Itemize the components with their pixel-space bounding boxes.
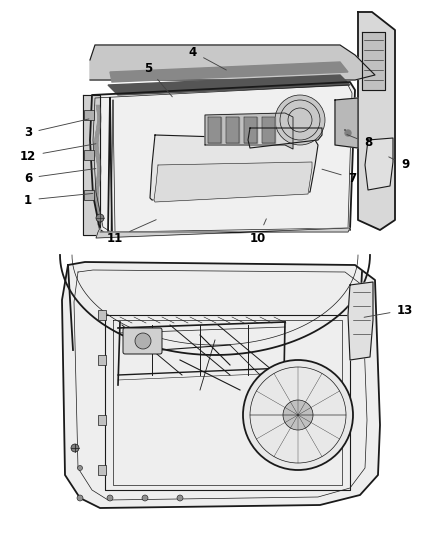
Circle shape — [135, 333, 151, 349]
Circle shape — [142, 495, 148, 501]
FancyBboxPatch shape — [98, 465, 106, 475]
Text: 6: 6 — [24, 168, 96, 184]
Text: 11: 11 — [107, 220, 156, 245]
Text: 1: 1 — [24, 193, 93, 206]
Text: 3: 3 — [24, 119, 89, 140]
FancyBboxPatch shape — [98, 310, 106, 320]
Circle shape — [96, 214, 104, 222]
FancyBboxPatch shape — [84, 190, 94, 200]
Polygon shape — [365, 138, 393, 190]
Polygon shape — [262, 117, 275, 143]
Circle shape — [177, 495, 183, 501]
Text: 12: 12 — [20, 144, 96, 163]
Polygon shape — [110, 62, 348, 82]
Polygon shape — [150, 135, 318, 200]
Text: 10: 10 — [250, 219, 266, 245]
Polygon shape — [248, 128, 322, 148]
Text: 4: 4 — [189, 45, 226, 70]
Circle shape — [345, 130, 351, 136]
Polygon shape — [358, 12, 395, 230]
Polygon shape — [108, 75, 350, 95]
FancyBboxPatch shape — [98, 354, 106, 365]
Circle shape — [275, 95, 325, 145]
Polygon shape — [244, 117, 257, 143]
Polygon shape — [83, 95, 100, 235]
Polygon shape — [362, 32, 385, 90]
Text: 8: 8 — [347, 134, 372, 149]
Polygon shape — [205, 113, 293, 149]
FancyBboxPatch shape — [98, 415, 106, 425]
FancyBboxPatch shape — [84, 150, 94, 160]
Circle shape — [71, 444, 79, 452]
Circle shape — [283, 400, 313, 430]
Text: 7: 7 — [322, 169, 356, 184]
Polygon shape — [90, 45, 375, 80]
Circle shape — [107, 495, 113, 501]
Circle shape — [77, 495, 83, 501]
FancyBboxPatch shape — [123, 328, 162, 354]
Polygon shape — [335, 98, 358, 148]
Text: 13: 13 — [364, 303, 413, 317]
Circle shape — [243, 360, 353, 470]
Text: 9: 9 — [389, 157, 409, 172]
Text: 5: 5 — [144, 61, 172, 97]
Polygon shape — [96, 228, 350, 238]
FancyBboxPatch shape — [84, 110, 94, 120]
Polygon shape — [90, 82, 355, 235]
Circle shape — [78, 465, 82, 471]
Polygon shape — [208, 117, 221, 143]
Polygon shape — [62, 262, 380, 508]
Polygon shape — [348, 282, 373, 360]
Polygon shape — [154, 162, 312, 202]
Polygon shape — [226, 117, 239, 143]
